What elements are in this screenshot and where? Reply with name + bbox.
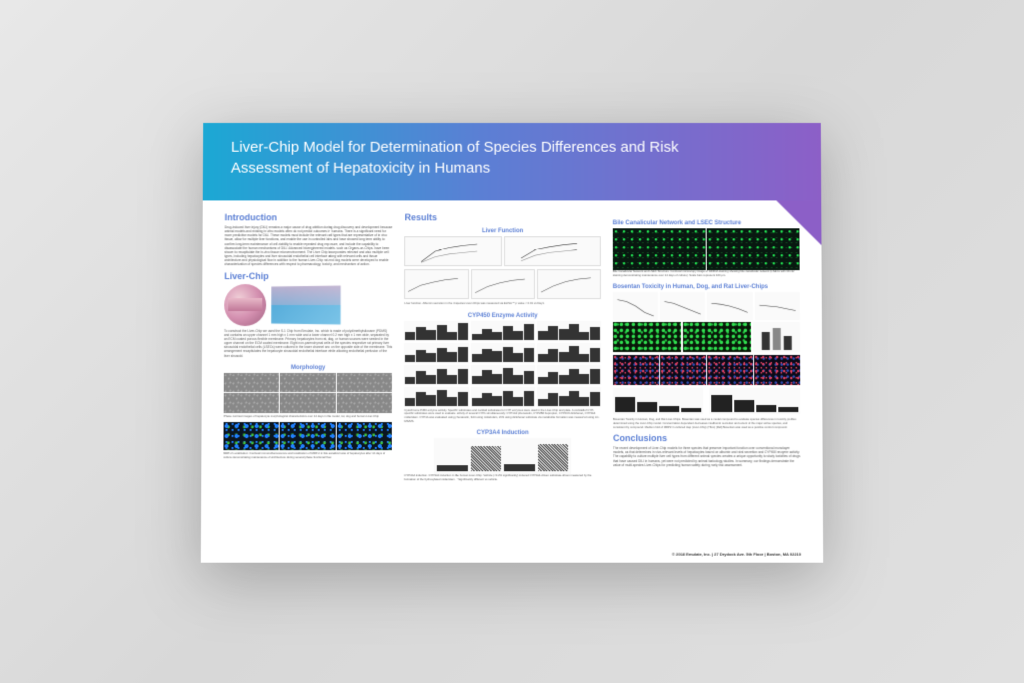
- tox-fluor-image: [707, 355, 753, 385]
- bile-caption: Bile Canalicular Network and LSEC Struct…: [613, 270, 800, 277]
- cyp-caption: Cytochrome P450 enzyme activity. Specifi…: [404, 408, 601, 423]
- cyp-bar-chart: [471, 320, 535, 340]
- line-chart: [537, 269, 601, 299]
- line-chart: [471, 269, 535, 299]
- cyp-bar-chart: [404, 386, 468, 406]
- poster-container: Liver-Chip Model for Determination of Sp…: [201, 122, 823, 562]
- line-chart: [504, 236, 601, 266]
- intro-title: Introduction: [225, 212, 393, 222]
- tox-title: Bosentan Toxicity in Human, Dog, and Rat…: [613, 284, 800, 290]
- cyp-bar-chart: [471, 386, 535, 406]
- tox-chart: [755, 292, 800, 320]
- fluor-image: [223, 422, 279, 450]
- poster-body: Introduction Drug-induced liver injury (…: [201, 200, 823, 562]
- tox-caption: Bosentan Toxicity in Human, Dog, and Rat…: [613, 418, 800, 429]
- morph-image: [280, 393, 336, 413]
- green-fluor-image: [683, 322, 751, 352]
- tox-fluor-image: [660, 355, 706, 385]
- morphology-grid: [224, 372, 393, 412]
- liverchip-text: To construct the Liver-Chip we used the …: [224, 328, 393, 357]
- tox-fluor-image: [613, 355, 659, 385]
- induction-chart: [434, 438, 572, 474]
- results-title: Results: [405, 212, 601, 222]
- induction-caption: CYP3A4 induction. CYP3A4 induction in th…: [404, 474, 601, 481]
- poster: Liver-Chip Model for Determination of Sp…: [201, 122, 823, 562]
- green-fluor-row: [613, 322, 800, 352]
- cyp-bar-chart: [404, 342, 468, 362]
- cyp-bar-chart: [471, 342, 535, 362]
- morph-image: [224, 393, 280, 413]
- liver-function-title: Liver Function: [405, 228, 601, 234]
- liver-func-caption: Liver function. Albumin secretion in the…: [404, 302, 600, 306]
- conclusions-title: Conclusions: [613, 433, 800, 443]
- induction-title: CYP3A4 Induction: [404, 430, 601, 436]
- liverchip-title: Liver-Chip: [224, 270, 392, 280]
- liver-function-charts: [405, 236, 601, 269]
- poster-title: Liver-Chip Model for Determination of Sp…: [231, 136, 730, 178]
- cyp-bar-chart: [404, 364, 468, 384]
- liver-function-charts-2: [404, 269, 600, 302]
- fluor-image: [280, 422, 336, 450]
- cyp-bar-chart: [404, 320, 468, 340]
- header: Liver-Chip Model for Determination of Sp…: [203, 122, 821, 199]
- tox-chart: [660, 292, 705, 320]
- green-fluor-image: [613, 322, 681, 352]
- column-2: Results Liver Function: [404, 212, 601, 554]
- tox-chart: [613, 292, 658, 320]
- bottom-bar-2: [710, 388, 801, 414]
- conclusions-text: The recent development of Liver-Chip mod…: [613, 446, 801, 467]
- fluor-image: [337, 422, 393, 450]
- morph-image: [224, 372, 280, 392]
- morphology-title: Morphology: [224, 364, 393, 370]
- cyp-bar-chart: [471, 364, 535, 384]
- fluorescence-grid: [223, 422, 392, 450]
- line-chart: [405, 236, 502, 266]
- morph-image: [280, 372, 336, 392]
- bile-image: [613, 228, 706, 270]
- cyp-bar-chart: [537, 386, 601, 406]
- corner-decoration: [776, 200, 821, 245]
- cyp-bar-chart: [537, 342, 601, 362]
- line-chart: [404, 269, 468, 299]
- column-1: Introduction Drug-induced liver injury (…: [223, 212, 393, 554]
- cyp-title: CYP450 Enzyme Activity: [404, 312, 600, 318]
- morph-caption-2: MRP-2 Localization: Confocal immunofluor…: [223, 452, 392, 459]
- morph-image: [337, 372, 393, 392]
- bile-title: Bile Canalicular Network and LSEC Struct…: [613, 220, 800, 226]
- liver-disc-graphic: [224, 283, 266, 325]
- bottom-bar-charts: [613, 388, 800, 414]
- intro-text: Drug-induced liver injury (DILI) remains…: [224, 225, 392, 266]
- tox-charts-row-1: [613, 292, 800, 320]
- bile-image-grid: [613, 228, 800, 270]
- morph-caption-1: Phase contrast images of hepatocyte morp…: [224, 414, 393, 418]
- morph-image: [337, 393, 393, 413]
- tox-chart: [707, 292, 752, 320]
- cyp-bar-chart: [537, 364, 601, 384]
- tox-fluor-image: [754, 355, 800, 385]
- column-3: Bile Canalicular Network and LSEC Struct…: [613, 212, 801, 554]
- liver-chip-diagram: [224, 283, 392, 325]
- liver-block-graphic: [271, 285, 340, 324]
- green-side-chart: [752, 322, 800, 352]
- tox-fluor-row: [613, 355, 800, 385]
- bottom-bar-1: [613, 388, 704, 414]
- cyp-bar-chart: [537, 320, 601, 340]
- cyp-charts-grid: [404, 320, 601, 406]
- footer-text: © 2018 Emulate, Inc. | 27 Drydock Ave. 5…: [672, 551, 801, 556]
